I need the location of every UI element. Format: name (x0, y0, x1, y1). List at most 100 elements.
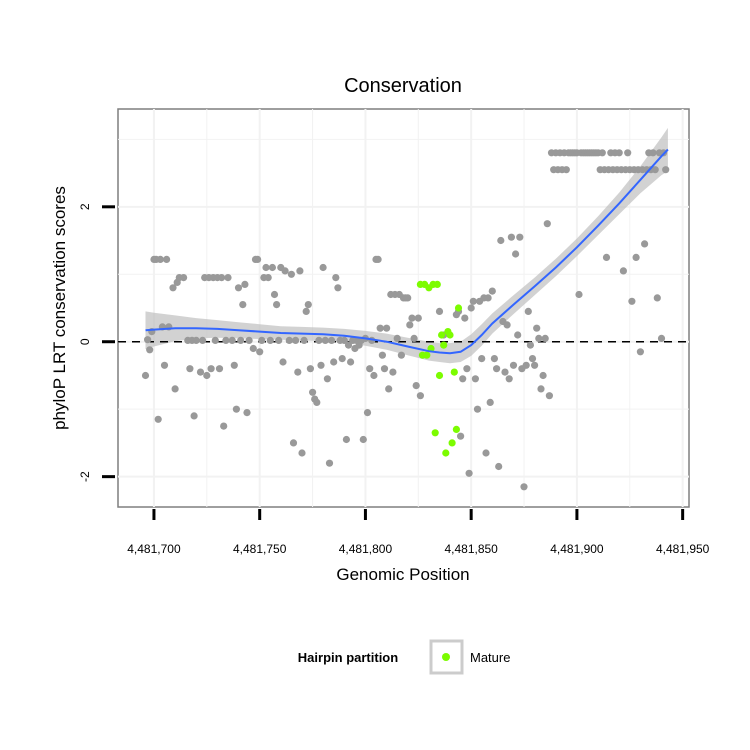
data-point-mature (448, 439, 456, 447)
data-point (511, 250, 520, 258)
smooth-fit-line (145, 148, 669, 355)
data-point (397, 351, 405, 359)
data-point (632, 253, 640, 261)
data-point (531, 361, 539, 369)
data-point (218, 274, 226, 282)
data-point-mature (433, 280, 441, 288)
data-point (359, 435, 367, 444)
data-point (501, 368, 509, 376)
data-point (598, 149, 606, 157)
data-point (414, 314, 422, 322)
data-point (363, 409, 372, 417)
data-point (535, 334, 543, 342)
data-point (228, 336, 236, 344)
data-point (289, 439, 298, 447)
data-point (237, 336, 245, 344)
data-point (154, 415, 162, 423)
data-point (186, 365, 194, 373)
data-point (366, 365, 374, 373)
x-tick-label: 4,481,700 (127, 542, 181, 556)
data-point (385, 385, 393, 393)
data-point (254, 255, 262, 263)
data-point (507, 233, 515, 241)
data-point (467, 304, 475, 312)
data-point (266, 336, 274, 344)
data-point (222, 336, 230, 344)
data-point (575, 290, 583, 299)
data-point (230, 361, 238, 369)
data-point-mature (440, 341, 448, 349)
data-point (190, 412, 198, 420)
data-point (321, 336, 329, 344)
data-point (220, 422, 228, 430)
data-point (342, 435, 350, 444)
data-point (624, 149, 632, 157)
data-point (495, 462, 503, 471)
data-point (287, 270, 295, 278)
data-point (493, 365, 501, 373)
data-point (662, 166, 670, 174)
data-point (207, 365, 215, 373)
data-point (497, 236, 505, 245)
data-point (294, 368, 302, 376)
data-point (490, 355, 498, 363)
data-point (332, 274, 340, 282)
data-point (537, 385, 545, 393)
data-point (315, 336, 323, 344)
legend-title: Hairpin partition (298, 650, 398, 665)
data-point (461, 314, 469, 322)
data-point (615, 149, 623, 157)
data-point (325, 459, 334, 467)
data-point (370, 371, 378, 380)
data-point (514, 331, 522, 339)
data-point (338, 355, 346, 363)
data-point (408, 314, 416, 322)
data-point (376, 324, 384, 332)
data-point (224, 274, 232, 282)
chart-title: Conservation (344, 75, 462, 97)
data-point (317, 361, 325, 369)
data-point (520, 483, 528, 491)
data-point (516, 233, 524, 241)
data-point (319, 263, 327, 272)
data-point (298, 449, 306, 457)
legend-label-mature: Mature (470, 650, 510, 665)
data-point (528, 355, 537, 363)
axes: 4,481,700 4,481,750 4,481,800 4,481,850 4,48… (78, 203, 710, 556)
data-point (378, 351, 386, 359)
data-point (232, 405, 240, 413)
data-point (199, 336, 207, 344)
legend-key-mature (442, 653, 450, 661)
data-point (344, 341, 353, 349)
data-point (533, 324, 541, 332)
data-point (657, 334, 666, 342)
data-point (241, 280, 249, 288)
data-point (313, 398, 321, 406)
data-point (328, 336, 336, 344)
data-point (619, 267, 628, 275)
data-point (192, 336, 200, 344)
data-point (505, 375, 513, 383)
data-point (488, 287, 496, 295)
data-point (296, 267, 304, 275)
data-point (380, 365, 389, 373)
data-point (509, 361, 518, 369)
data-point (239, 301, 247, 309)
data-point (602, 253, 611, 261)
data-point (309, 388, 317, 396)
data-point (144, 336, 152, 344)
data-point (323, 375, 331, 383)
data-point (279, 358, 287, 366)
data-point (203, 371, 211, 380)
data-point-mature (438, 331, 446, 339)
data-point (457, 432, 465, 440)
data-point (651, 166, 659, 174)
data-point (334, 284, 342, 292)
data-point (160, 361, 169, 369)
data-point (653, 294, 661, 302)
x-tick-label: 4,481,800 (339, 542, 393, 556)
data-point (404, 294, 412, 302)
data-point (234, 284, 243, 292)
plot-panel (117, 108, 690, 508)
